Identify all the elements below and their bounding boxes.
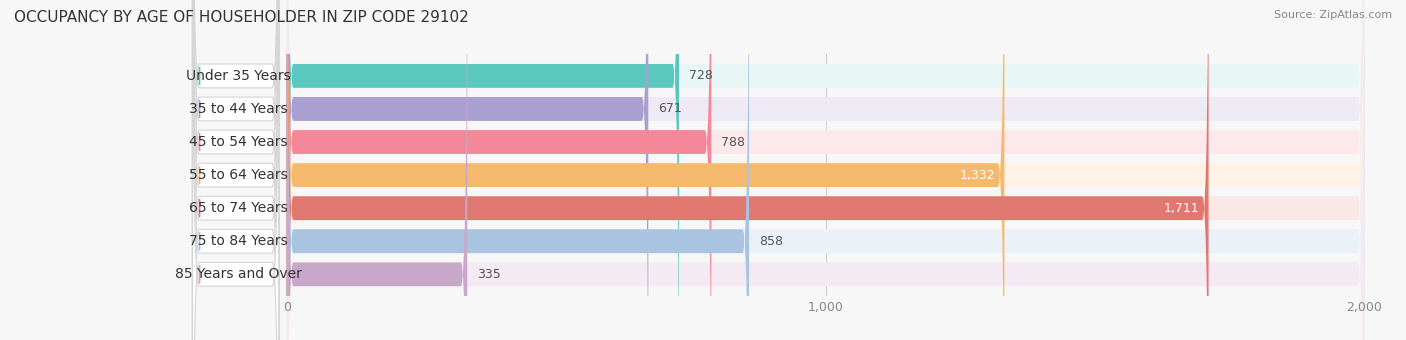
- Text: 65 to 74 Years: 65 to 74 Years: [188, 201, 288, 215]
- FancyBboxPatch shape: [287, 0, 1364, 340]
- FancyBboxPatch shape: [287, 0, 679, 340]
- Text: 45 to 54 Years: 45 to 54 Years: [188, 135, 288, 149]
- FancyBboxPatch shape: [287, 0, 1004, 340]
- FancyBboxPatch shape: [287, 0, 749, 340]
- FancyBboxPatch shape: [287, 0, 648, 340]
- Text: 728: 728: [689, 69, 713, 82]
- Text: OCCUPANCY BY AGE OF HOUSEHOLDER IN ZIP CODE 29102: OCCUPANCY BY AGE OF HOUSEHOLDER IN ZIP C…: [14, 10, 468, 25]
- FancyBboxPatch shape: [193, 0, 278, 340]
- FancyBboxPatch shape: [287, 0, 1209, 340]
- Text: 75 to 84 Years: 75 to 84 Years: [188, 234, 288, 248]
- Text: 671: 671: [658, 102, 682, 116]
- FancyBboxPatch shape: [287, 0, 1364, 340]
- FancyBboxPatch shape: [287, 0, 467, 340]
- FancyBboxPatch shape: [287, 0, 711, 340]
- FancyBboxPatch shape: [287, 0, 1364, 340]
- FancyBboxPatch shape: [193, 0, 278, 340]
- Text: 35 to 44 Years: 35 to 44 Years: [188, 102, 288, 116]
- Text: 858: 858: [759, 235, 783, 248]
- FancyBboxPatch shape: [287, 0, 1364, 340]
- FancyBboxPatch shape: [193, 0, 278, 340]
- FancyBboxPatch shape: [193, 0, 278, 340]
- Text: 335: 335: [477, 268, 501, 281]
- Text: Under 35 Years: Under 35 Years: [186, 69, 291, 83]
- Text: 788: 788: [721, 136, 745, 149]
- FancyBboxPatch shape: [193, 0, 278, 340]
- Text: 1,332: 1,332: [959, 169, 994, 182]
- FancyBboxPatch shape: [287, 0, 1364, 340]
- Text: 1,711: 1,711: [1163, 202, 1199, 215]
- Text: Source: ZipAtlas.com: Source: ZipAtlas.com: [1274, 10, 1392, 20]
- FancyBboxPatch shape: [193, 0, 278, 340]
- FancyBboxPatch shape: [287, 0, 1364, 340]
- FancyBboxPatch shape: [193, 0, 278, 340]
- FancyBboxPatch shape: [287, 0, 1364, 340]
- Text: 85 Years and Over: 85 Years and Over: [174, 267, 302, 281]
- Text: 55 to 64 Years: 55 to 64 Years: [188, 168, 288, 182]
